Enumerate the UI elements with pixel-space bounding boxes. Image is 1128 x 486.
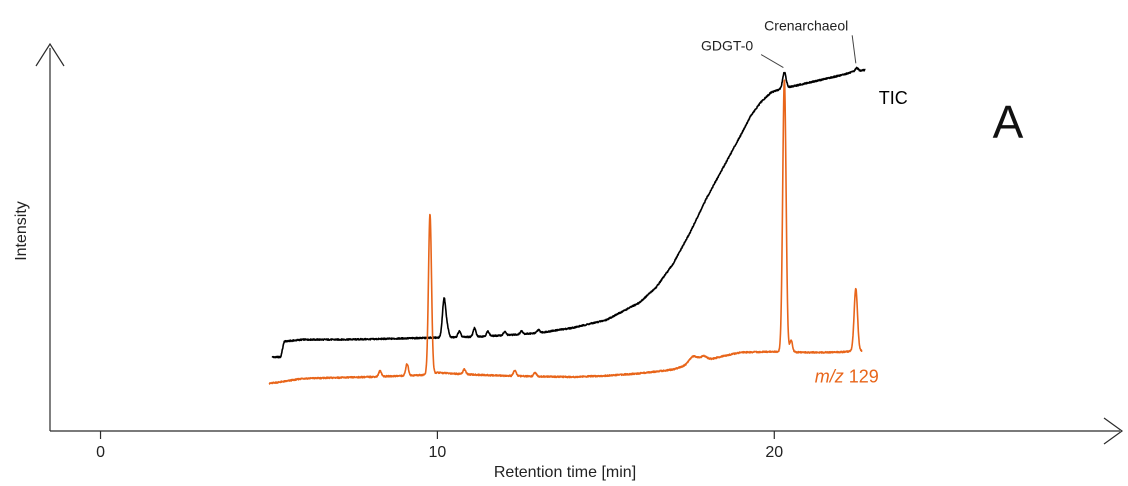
series-label-prefix: m/z <box>815 366 844 386</box>
x-ticks: 0 10 20 <box>96 431 783 461</box>
series-label-0: TIC <box>879 88 908 108</box>
series-label-suffix: 129 <box>844 366 879 386</box>
series-layer: TIC m/z 129 <box>268 66 908 386</box>
annotation-layer: GDGT-0 Crenarchaeol <box>701 17 857 68</box>
peak-annotation-label: Crenarchaeol <box>764 17 848 33</box>
x-axis-title: Retention time [min] <box>494 464 636 481</box>
series-line-0 <box>271 66 866 359</box>
series-label-1: m/z 129 <box>815 366 879 386</box>
x-tick-label: 20 <box>765 444 783 461</box>
series-line-1 <box>268 79 863 385</box>
x-tick-label: 0 <box>96 444 105 461</box>
y-axis-arrow <box>35 42 65 67</box>
panel-label: A <box>993 96 1024 148</box>
peak-annotation-leader <box>851 35 857 64</box>
peak-annotation-label: GDGT-0 <box>701 38 753 54</box>
axes <box>35 42 1124 445</box>
x-axis-arrow <box>1103 417 1124 445</box>
x-tick-label: 10 <box>429 444 447 461</box>
peak-annotation-leader <box>760 54 784 68</box>
y-axis-title: Intensity <box>13 201 30 261</box>
